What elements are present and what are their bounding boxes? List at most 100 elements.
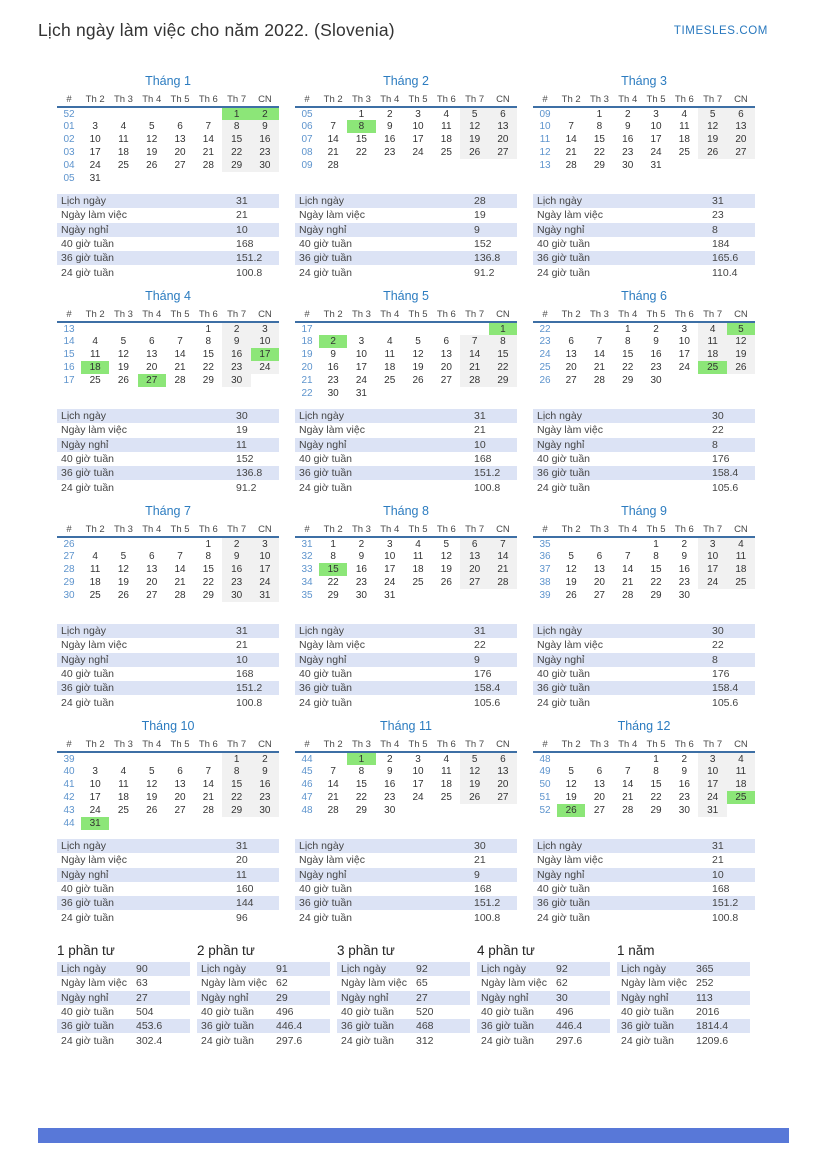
calendar-table: # Th 2 Th 3 Th 4 Th 5 Th 6 Th 7 CN 31 1 2 3 4 5 6 7 32 8 9… bbox=[295, 522, 518, 602]
week-row: 16 18 19 20 21 22 23 24 bbox=[57, 361, 280, 374]
stat-value: 9 bbox=[474, 653, 480, 666]
week-number: 17 bbox=[63, 375, 75, 386]
stat-row: 36 giờ tuần 136.8 bbox=[57, 466, 279, 481]
week-number: 05 bbox=[301, 108, 313, 120]
stat-value: 100.8 bbox=[474, 911, 501, 924]
week-row: 07 14 15 16 17 18 19 20 bbox=[295, 133, 518, 146]
day-cell: 2 bbox=[681, 538, 688, 550]
day-cell: 6 bbox=[177, 766, 183, 777]
day-cell: 10 bbox=[412, 121, 424, 132]
day-cell: 27 bbox=[146, 590, 158, 601]
day-cell bbox=[460, 589, 488, 602]
stat-value: 27 bbox=[136, 991, 148, 1004]
stat-label: Lịch ngày bbox=[61, 625, 106, 638]
weekday-header: Th 3 bbox=[113, 523, 133, 535]
stats-table: Lịch ngày 28 Ngày làm việc 19 Ngày nghỉ 9 40 g… bbox=[295, 194, 517, 280]
quarter-5: 1 năm Lịch ngày 365 Ngày làm việc 252 Ngày ng… bbox=[617, 941, 750, 1048]
day-cell: 20 bbox=[146, 577, 158, 588]
day-cell: 15 bbox=[488, 348, 518, 361]
day-cell: 1 bbox=[222, 752, 251, 765]
quarter-1: 1 phần tư Lịch ngày 90 Ngày làm việc 63 Ngày … bbox=[57, 941, 190, 1048]
stat-row: Lịch ngày 28 bbox=[295, 194, 517, 209]
holiday-day-cell: 2 bbox=[250, 107, 280, 120]
week-number: 26 bbox=[539, 375, 551, 386]
week-number: 52 bbox=[63, 108, 75, 120]
stat-label: Ngày làm việc bbox=[299, 209, 365, 222]
weekday-header: Th 7 bbox=[465, 738, 485, 750]
day-cell: 21 bbox=[327, 792, 339, 803]
stat-label: Ngày nghỉ bbox=[61, 223, 109, 236]
day-cell: 16 bbox=[327, 362, 339, 373]
stat-value: 1814.4 bbox=[696, 1020, 729, 1033]
stat-row: 40 giờ tuần 504 bbox=[57, 1005, 190, 1019]
stat-row: 40 giờ tuần 184 bbox=[533, 237, 755, 251]
stat-value: 92 bbox=[416, 963, 428, 976]
weekday-header: Th 6 bbox=[436, 93, 456, 105]
week-number: 33 bbox=[301, 564, 313, 575]
week-number: 28 bbox=[63, 564, 75, 575]
month-9: Tháng 9 # Th 2 Th 3 Th 4 Th 5 Th 6 Th 7 CN 35 1 2 3 4… bbox=[533, 501, 756, 716]
day-cell: 23 bbox=[222, 361, 251, 374]
week-number: 04 bbox=[63, 160, 75, 171]
day-cell bbox=[347, 159, 375, 172]
week-row: 03 17 18 19 20 21 22 23 bbox=[57, 146, 280, 159]
day-cell: 12 bbox=[440, 551, 452, 562]
week-number: 30 bbox=[63, 590, 75, 601]
day-cell: 30 bbox=[250, 804, 280, 817]
day-cell bbox=[404, 322, 432, 335]
stat-label: Lịch ngày bbox=[537, 410, 582, 423]
day-cell: 27 bbox=[440, 375, 452, 386]
stats-table: Lịch ngày 31 Ngày làm việc 20 Ngày nghỉ 11 40 … bbox=[57, 839, 279, 925]
day-cell: 27 bbox=[174, 805, 186, 816]
day-cell: 24 bbox=[89, 160, 101, 171]
day-cell bbox=[698, 374, 726, 387]
day-cell bbox=[81, 107, 109, 120]
stat-label: Ngày làm việc bbox=[61, 209, 127, 222]
stat-label: 24 giờ tuần bbox=[621, 1034, 675, 1047]
day-cell: 23 bbox=[250, 791, 280, 804]
weekday-header: Th 3 bbox=[351, 523, 371, 535]
week-row: 44 31 bbox=[57, 817, 279, 830]
day-cell: 18 bbox=[440, 779, 452, 790]
stat-label: Lịch ngày bbox=[481, 963, 526, 976]
day-cell: 18 bbox=[384, 362, 396, 373]
stat-row: Lịch ngày 91 bbox=[197, 962, 330, 977]
day-cell: 15 bbox=[622, 349, 634, 360]
stat-row: 36 giờ tuần 468 bbox=[337, 1019, 470, 1034]
site-link[interactable]: TIMESLES.COM bbox=[673, 25, 768, 37]
day-cell: 22 bbox=[355, 792, 367, 803]
day-cell: 29 bbox=[222, 804, 251, 817]
stat-value: 30 bbox=[236, 410, 248, 423]
day-cell: 10 bbox=[650, 121, 662, 132]
stats-table: Lịch ngày 365 Ngày làm việc 252 Ngày nghỉ 113… bbox=[617, 962, 750, 1048]
stat-value: 27 bbox=[416, 991, 428, 1004]
weekday-header: Th 3 bbox=[351, 308, 371, 320]
day-cell bbox=[194, 172, 222, 185]
stat-row: Ngày làm việc 63 bbox=[57, 976, 190, 990]
day-cell: 9 bbox=[653, 336, 659, 347]
weekday-header: Th 7 bbox=[465, 308, 485, 320]
stat-value: 105.6 bbox=[712, 696, 739, 709]
day-cell: 13 bbox=[565, 349, 577, 360]
stat-label: 36 giờ tuần bbox=[341, 1020, 395, 1033]
day-cell: 14 bbox=[488, 550, 518, 563]
day-cell bbox=[727, 159, 755, 172]
stat-row: Ngày nghỉ 10 bbox=[295, 437, 517, 452]
stat-row: Ngày làm việc 19 bbox=[295, 208, 517, 222]
stat-value: 31 bbox=[474, 410, 486, 423]
stat-value: 468 bbox=[416, 1020, 434, 1033]
day-cell: 24 bbox=[412, 792, 424, 803]
stat-label: Ngày nghỉ bbox=[61, 653, 109, 666]
day-cell: 5 bbox=[148, 766, 155, 777]
day-cell bbox=[698, 589, 726, 602]
stat-row: 24 giờ tuần 312 bbox=[337, 1033, 470, 1047]
weekday-header: Th 2 bbox=[85, 738, 105, 750]
day-cell: 29 bbox=[488, 374, 518, 387]
week-number: 52 bbox=[539, 805, 551, 816]
stat-value: 446.4 bbox=[556, 1020, 583, 1033]
stat-label: Ngày làm việc bbox=[299, 424, 365, 437]
week-row: 06 7 8 9 10 11 12 13 bbox=[295, 120, 518, 133]
day-cell bbox=[404, 159, 432, 172]
day-cell: 21 bbox=[593, 362, 605, 373]
stat-value: 96 bbox=[236, 911, 248, 924]
